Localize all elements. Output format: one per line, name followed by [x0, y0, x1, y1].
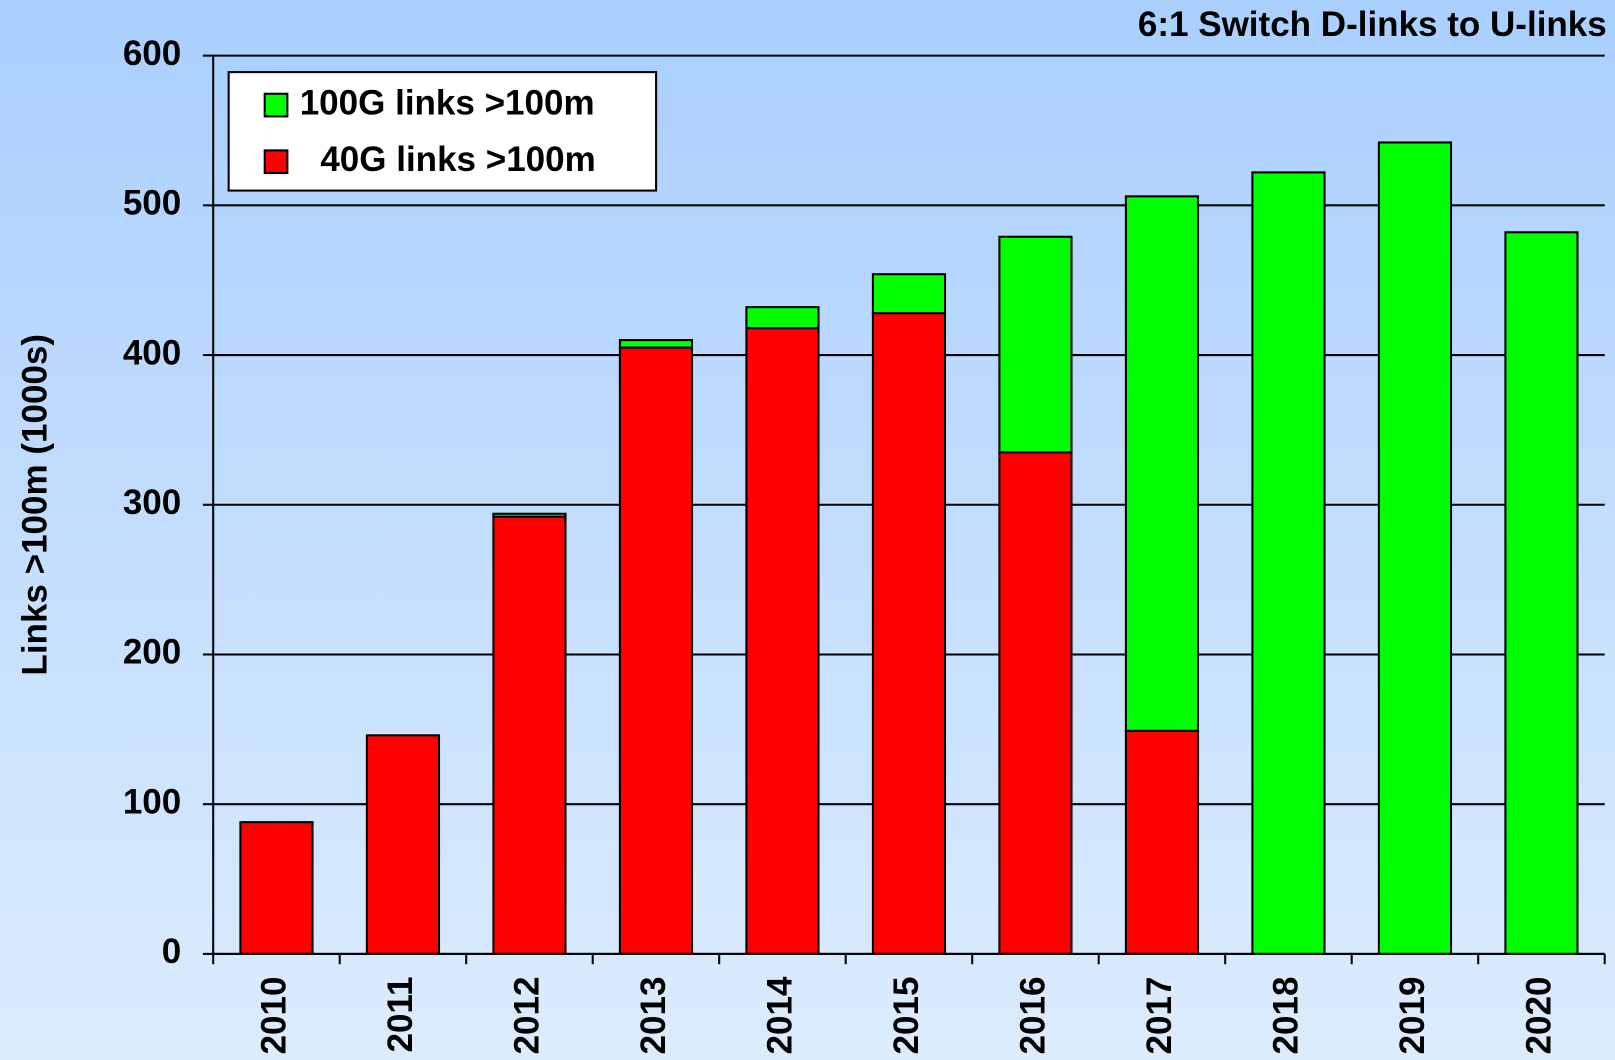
bar-segment: [871, 312, 947, 955]
bar-segment: [1124, 195, 1200, 732]
bar-segment: [1251, 171, 1326, 955]
bar-segment: [745, 327, 820, 955]
y-tick-label: 100: [123, 782, 181, 821]
x-tick-label: 2014: [761, 976, 800, 1054]
bar-segment: [1504, 231, 1579, 955]
legend-box: [227, 71, 658, 192]
legend-label: 40G links >100m: [320, 140, 595, 179]
legend-swatch: [263, 149, 289, 175]
x-tick-label: 2017: [1140, 977, 1179, 1055]
y-tick-label: 300: [123, 483, 181, 522]
bar-segment: [618, 339, 694, 349]
x-tick-label: 2015: [887, 977, 926, 1055]
x-tick-label: 2018: [1267, 977, 1306, 1055]
y-tick-label: 600: [123, 34, 181, 73]
y-tick-label: 500: [123, 184, 181, 223]
bar-segment: [239, 821, 314, 955]
y-tick-label: 0: [162, 932, 181, 971]
legend-swatch: [263, 92, 289, 118]
x-tick-label: 2019: [1393, 977, 1432, 1055]
bar-segment: [618, 346, 694, 955]
bar-segment: [1377, 141, 1453, 955]
bar-segment: [998, 451, 1073, 955]
y-axis-label: Links >100m (1000s): [15, 334, 54, 676]
x-tick-label: 2010: [255, 977, 294, 1055]
x-tick-label: 2013: [634, 977, 673, 1055]
bar-segment: [365, 734, 441, 955]
bar-segment: [492, 512, 567, 518]
legend-label: 100G links >100m: [300, 83, 595, 122]
bar-segment: [998, 235, 1073, 454]
chart-title: 6:1 Switch D-links to U-links: [1138, 5, 1607, 44]
bar-segment: [745, 306, 820, 330]
y-tick-label: 200: [123, 633, 181, 672]
x-tick-label: 2016: [1014, 977, 1053, 1055]
x-tick-label: 2020: [1520, 977, 1559, 1055]
bar-segment: [1124, 729, 1200, 955]
x-tick-label: 2011: [381, 977, 420, 1053]
bar-segment: [492, 515, 567, 955]
x-tick-label: 2012: [508, 977, 547, 1055]
y-tick-label: 400: [123, 333, 181, 372]
bar-segment: [871, 273, 947, 315]
